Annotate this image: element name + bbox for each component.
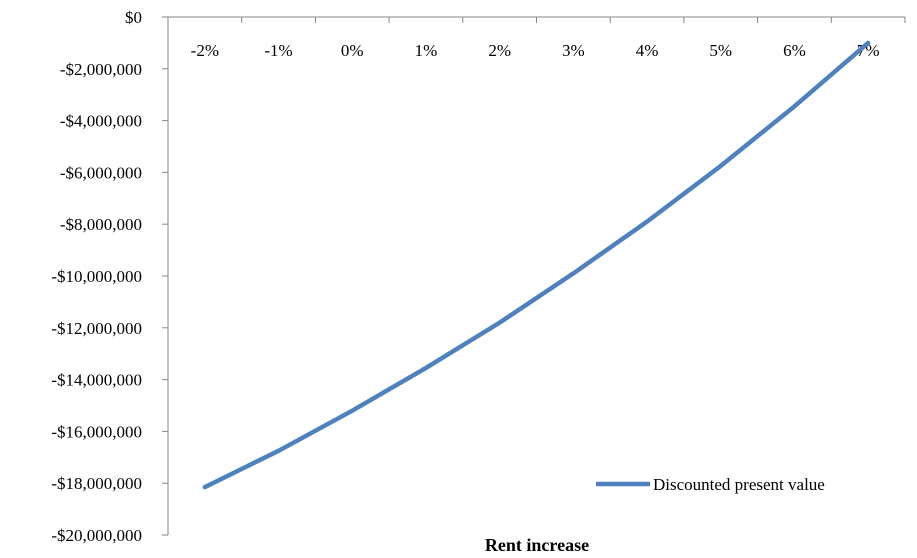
x-tick-label: 5%: [709, 41, 732, 60]
y-tick-label: -$2,000,000: [60, 60, 142, 79]
x-tick-label: -2%: [191, 41, 219, 60]
y-tick-label: -$8,000,000: [60, 215, 142, 234]
series-group: [202, 40, 871, 490]
y-tick-label: $0: [125, 8, 142, 27]
y-tick-label: -$20,000,000: [51, 526, 142, 545]
x-tick-label: 4%: [636, 41, 659, 60]
y-tick-label: -$6,000,000: [60, 163, 142, 182]
y-tick-label: -$4,000,000: [60, 112, 142, 131]
x-tick-label: 6%: [783, 41, 806, 60]
y-tick-label: -$10,000,000: [51, 267, 142, 286]
y-axis: $0 -$2,000,000 -$4,000,000 -$6,000,000 -$8,0…: [51, 8, 169, 545]
y-tick-label: -$18,000,000: [51, 474, 142, 493]
y-tick-label: -$14,000,000: [51, 371, 142, 390]
series-line: [202, 40, 871, 490]
x-axis-title: Rent increase: [485, 535, 589, 555]
x-tick-label: 1%: [415, 41, 438, 60]
x-tick-label: -1%: [264, 41, 292, 60]
x-tick-label: 3%: [562, 41, 585, 60]
x-axis: -2% -1% 0% 1% 2% 3% 4% 5% 6% 7%: [167, 16, 906, 60]
x-tick-label: 2%: [488, 41, 511, 60]
legend-label: Discounted present value: [653, 475, 825, 494]
y-tick-label: -$12,000,000: [51, 319, 142, 338]
x-tick-label: 0%: [341, 41, 364, 60]
legend: Discounted present value: [596, 475, 825, 494]
y-tick-label: -$16,000,000: [51, 422, 142, 441]
